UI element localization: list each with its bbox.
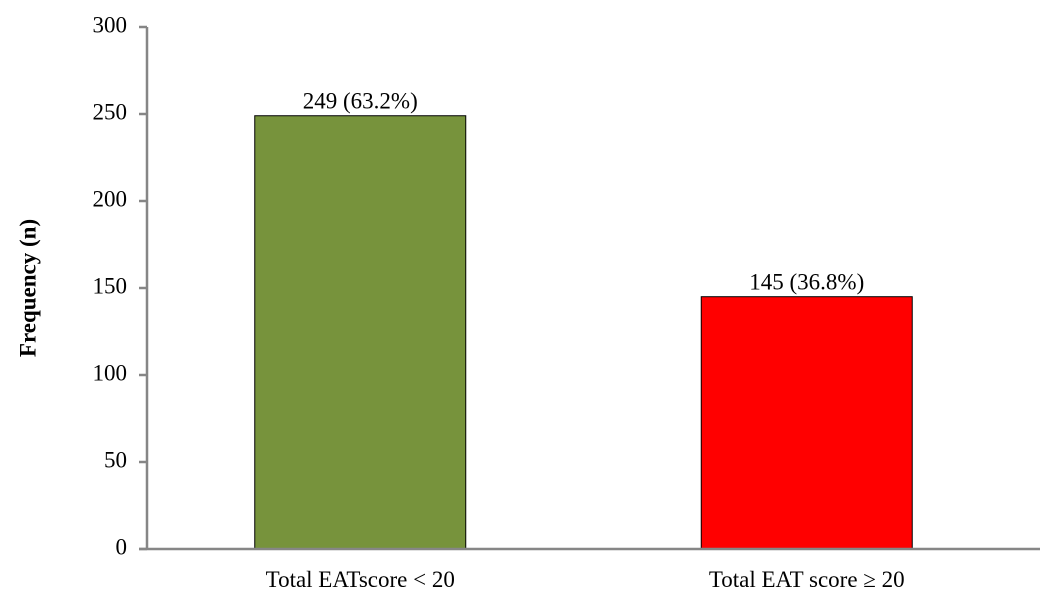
bar-2: [700, 296, 913, 550]
y-axis-title: Frequency (n): [15, 219, 40, 357]
y-tick-label: 0: [116, 534, 128, 559]
y-tick-label: 200: [93, 186, 128, 211]
y-tick-label: 150: [93, 273, 128, 298]
bar-1: [254, 115, 467, 550]
bar-data-label-1: 249 (63.2%): [303, 89, 418, 114]
y-tick-label: 250: [93, 99, 128, 124]
y-tick-label: 50: [104, 447, 127, 472]
bar-data-label-2: 145 (36.8%): [749, 270, 864, 295]
x-category-label-1: Total EATscore < 20: [266, 567, 455, 592]
y-tick-label: 100: [93, 360, 128, 385]
y-tick-label: 300: [93, 12, 128, 37]
x-category-label-2: Total EAT score ≥ 20: [709, 567, 905, 592]
